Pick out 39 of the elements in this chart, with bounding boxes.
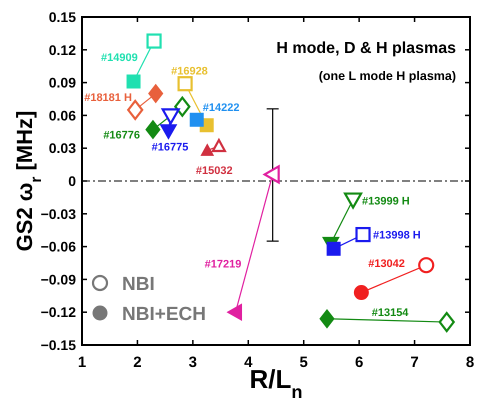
series-label: #16775 xyxy=(152,141,188,154)
series-label: #13042 xyxy=(368,258,405,270)
series-label: #13154 xyxy=(372,307,410,320)
legend-label: NBI xyxy=(122,274,155,295)
series-label: #16776 xyxy=(103,130,140,142)
y-tick-label: 0.03 xyxy=(48,140,76,156)
point xyxy=(354,285,369,300)
series-label: #15032 xyxy=(196,165,233,178)
series-label: #17219 xyxy=(204,258,242,270)
series-label: #13998 H xyxy=(373,230,421,242)
point xyxy=(126,74,141,89)
y-tick-label: −0.12 xyxy=(40,304,76,320)
series-label: #14222 xyxy=(202,102,240,114)
series-label: #18181 H xyxy=(84,92,132,104)
point xyxy=(148,84,164,104)
y-tick-label: 0.09 xyxy=(48,74,76,91)
x-tick-label: 8 xyxy=(466,354,474,371)
y-tick-label: −0.09 xyxy=(40,271,76,288)
y-tick-label: 0 xyxy=(68,173,76,189)
x-tick-label: 1 xyxy=(78,354,86,371)
series-label: #16928 xyxy=(171,66,208,78)
y-tick-label: −0.15 xyxy=(40,337,76,353)
text: (one L mode H plasma) xyxy=(318,69,456,83)
y-tick-label: −0.06 xyxy=(40,238,76,255)
y-tick-label: 0.12 xyxy=(48,42,76,58)
point xyxy=(190,112,204,127)
y-tick-label: 0.15 xyxy=(48,9,76,25)
x-tick-label: 3 xyxy=(188,354,198,371)
y-tick-label: −0.03 xyxy=(40,206,76,222)
text: H mode, D & H plasmas xyxy=(276,40,456,57)
x-tick-label: 4 xyxy=(244,354,254,371)
x-tick-label: 7 xyxy=(410,354,419,371)
y-tick-label: 0.06 xyxy=(48,107,76,124)
series-label: #14909 xyxy=(101,52,138,64)
series-label: #13999 H xyxy=(362,196,410,208)
x-tick-label: 5 xyxy=(300,354,308,371)
x-tick-label: 2 xyxy=(133,354,142,371)
x-tick-label: 6 xyxy=(354,354,364,371)
legend-label: NBI+ECH xyxy=(122,304,206,325)
